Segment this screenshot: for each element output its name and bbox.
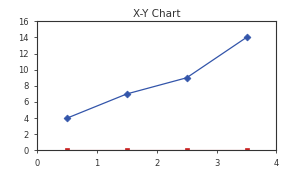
Title: X-Y Chart: X-Y Chart (133, 9, 180, 19)
